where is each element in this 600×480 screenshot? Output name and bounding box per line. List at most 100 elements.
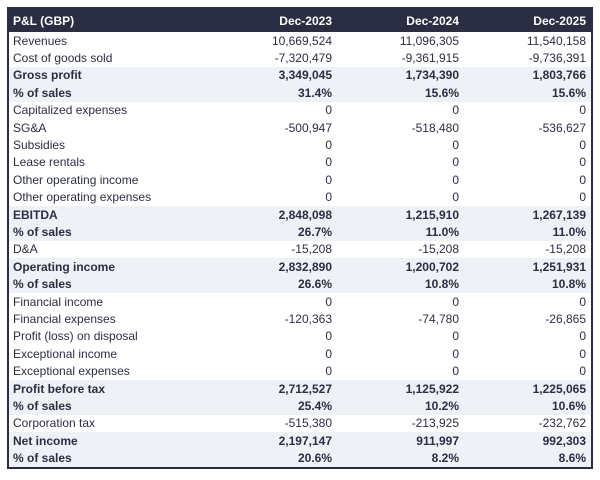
- row-label: Corporation tax: [13, 416, 96, 431]
- cell-dec-2023: 0: [325, 190, 332, 205]
- cell-dec-2024: -9,361,915: [401, 51, 459, 66]
- cell-dec-2024: -518,480: [411, 120, 459, 135]
- cell-dec-2025: 1,803,766: [532, 68, 586, 83]
- cell-dec-2023: 2,197,147: [278, 433, 332, 448]
- cell-dec-2025: -26,865: [545, 311, 586, 326]
- table-row: Financial income 0 0 0: [9, 292, 591, 311]
- cell-dec-2025: 1,251,931: [532, 259, 586, 274]
- cell-dec-2023: 26.7%: [297, 224, 332, 239]
- row-label: % of sales: [13, 398, 72, 413]
- row-label: Lease rentals: [13, 155, 86, 170]
- cell-dec-2025: 1,225,065: [532, 381, 586, 396]
- table-row: Subsidies 0 0 0: [9, 136, 591, 154]
- cell-dec-2023: 0: [325, 329, 332, 344]
- cell-dec-2023: 0: [325, 346, 332, 361]
- cell-dec-2023: 0: [325, 103, 332, 118]
- cell-dec-2025: 10.6%: [551, 398, 586, 413]
- cell-dec-2024: 1,215,910: [405, 207, 459, 222]
- table-row: % of sales 20.6% 8.2% 8.6%: [9, 449, 591, 467]
- table-row: Corporation tax -515,380 -213,925 -232,7…: [9, 414, 591, 432]
- row-label: Profit before tax: [13, 381, 106, 396]
- table-row: Financial expenses -120,363 -74,780 -26,…: [9, 310, 591, 328]
- row-label: EBITDA: [13, 207, 58, 222]
- row-label: % of sales: [13, 85, 72, 100]
- cell-dec-2025: 992,303: [542, 433, 586, 448]
- cell-dec-2024: 10.8%: [424, 277, 459, 292]
- header-cell-dec-2023: Dec-2023: [279, 13, 332, 28]
- cell-dec-2024: -15,208: [418, 242, 459, 257]
- cell-dec-2025: -9,736,391: [528, 51, 586, 66]
- cell-dec-2024: 11,096,305: [399, 33, 459, 48]
- cell-dec-2024: 1,125,922: [405, 381, 459, 396]
- table-row: Operating income 2,832,890 1,200,702 1,2…: [9, 258, 591, 276]
- row-label: Other operating income: [13, 172, 139, 187]
- cell-dec-2025: 11,540,158: [526, 33, 586, 48]
- cell-dec-2023: 20.6%: [297, 451, 332, 466]
- cell-dec-2025: 0: [579, 138, 586, 153]
- row-label: Gross profit: [13, 68, 82, 83]
- row-label: % of sales: [13, 224, 72, 239]
- table-row: % of sales 25.4% 10.2% 10.6%: [9, 397, 591, 415]
- cell-dec-2023: 2,832,890: [278, 259, 332, 274]
- cell-dec-2025: 0: [579, 190, 586, 205]
- table-row: % of sales 26.7% 11.0% 11.0%: [9, 223, 591, 241]
- cell-dec-2024: 8.2%: [431, 451, 459, 466]
- cell-dec-2025: 1,267,139: [532, 207, 586, 222]
- table-row: Cost of goods sold -7,320,479 -9,361,915…: [9, 49, 591, 67]
- cell-dec-2023: 0: [325, 294, 332, 309]
- table-row: Capitalized expenses 0 0 0: [9, 101, 591, 119]
- row-label: Financial income: [13, 294, 104, 309]
- row-label: Cost of goods sold: [13, 51, 113, 66]
- cell-dec-2023: 0: [325, 172, 332, 187]
- cell-dec-2025: 0: [579, 172, 586, 187]
- cell-dec-2023: 0: [325, 138, 332, 153]
- row-label: Exceptional expenses: [13, 364, 130, 379]
- cell-dec-2023: -7,320,479: [274, 51, 332, 66]
- cell-dec-2024: 11.0%: [425, 224, 459, 239]
- table-row: Revenues 10,669,524 11,096,305 11,540,15…: [9, 32, 591, 50]
- table-row: Lease rentals 0 0 0: [9, 153, 591, 172]
- table-row: Other operating income 0 0 0: [9, 171, 591, 189]
- cell-dec-2023: -15,208: [291, 242, 332, 257]
- cell-dec-2025: 0: [579, 103, 586, 118]
- cell-dec-2024: 10.2%: [424, 398, 459, 413]
- cell-dec-2025: -232,762: [538, 416, 586, 431]
- row-label: % of sales: [13, 277, 72, 292]
- cell-dec-2023: -120,363: [284, 311, 332, 326]
- table-row: Gross profit 3,349,045 1,734,390 1,803,7…: [9, 66, 591, 85]
- table-row: Exceptional expenses 0 0 0: [9, 362, 591, 380]
- row-label: SG&A: [13, 120, 47, 135]
- cell-dec-2025: 0: [579, 364, 586, 379]
- cell-dec-2024: 911,997: [416, 433, 459, 448]
- pl-table-body: Revenues 10,669,524 11,096,305 11,540,15…: [9, 32, 591, 467]
- cell-dec-2024: 0: [452, 103, 459, 118]
- table-row: EBITDA 2,848,098 1,215,910 1,267,139: [9, 205, 591, 224]
- cell-dec-2024: 0: [452, 172, 459, 187]
- cell-dec-2025: 0: [579, 294, 586, 309]
- cell-dec-2025: 11.0%: [552, 224, 586, 239]
- table-row: Profit (loss) on disposal 0 0 0: [9, 327, 591, 346]
- cell-dec-2025: 8.6%: [558, 451, 586, 466]
- pl-table-header: P&L (GBP) Dec-2023 Dec-2024 Dec-2025: [9, 9, 591, 32]
- row-label: Profit (loss) on disposal: [13, 329, 138, 344]
- cell-dec-2025: 0: [579, 346, 586, 361]
- cell-dec-2025: 15.6%: [551, 85, 586, 100]
- row-label: Revenues: [13, 33, 68, 48]
- row-label: D&A: [13, 242, 38, 257]
- cell-dec-2023: -515,380: [284, 416, 332, 431]
- row-label: Exceptional income: [13, 346, 118, 361]
- pl-table: P&L (GBP) Dec-2023 Dec-2024 Dec-2025 Rev…: [7, 7, 593, 469]
- table-row: SG&A -500,947 -518,480 -536,627: [9, 118, 591, 137]
- cell-dec-2024: 1,734,390: [405, 68, 459, 83]
- cell-dec-2024: 0: [452, 294, 459, 309]
- cell-dec-2025: 10.8%: [551, 277, 586, 292]
- cell-dec-2023: 10,669,524: [271, 33, 332, 48]
- cell-dec-2024: 1,200,702: [405, 259, 459, 274]
- cell-dec-2024: 0: [452, 329, 459, 344]
- row-label: % of sales: [13, 451, 72, 466]
- header-cell-dec-2025: Dec-2025: [533, 13, 586, 28]
- table-row: D&A -15,208 -15,208 -15,208: [9, 240, 591, 259]
- cell-dec-2023: 25.4%: [297, 398, 332, 413]
- cell-dec-2023: 0: [325, 155, 332, 170]
- table-row: % of sales 26.6% 10.8% 10.8%: [9, 275, 591, 293]
